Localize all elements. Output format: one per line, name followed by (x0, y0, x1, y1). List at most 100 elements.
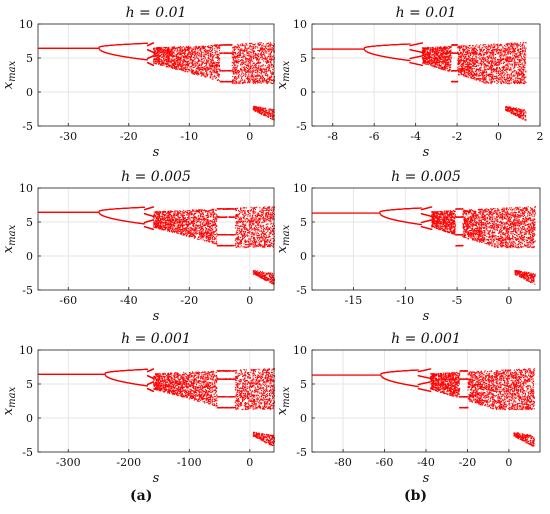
data-point (165, 52, 167, 54)
data-point (438, 66, 440, 68)
data-point (204, 45, 206, 48)
data-point (207, 68, 210, 70)
data-point (201, 64, 203, 66)
data-point (223, 70, 225, 72)
data-point (174, 47, 176, 50)
data-point (254, 64, 256, 66)
data-point (161, 46, 163, 48)
data-point (193, 64, 195, 66)
data-point (234, 55, 236, 57)
data-point (257, 70, 259, 72)
data-point (241, 83, 243, 85)
data-point (502, 65, 504, 67)
data-point (253, 53, 255, 55)
data-point (162, 49, 164, 51)
data-point (237, 76, 239, 78)
data-point (515, 55, 517, 57)
data-point (173, 62, 175, 64)
data-point (236, 82, 238, 84)
data-point (259, 69, 261, 72)
data-point (263, 45, 265, 47)
data-point (448, 58, 450, 60)
data-point (198, 72, 200, 74)
data-point (252, 82, 254, 84)
data-point (202, 66, 204, 68)
data-point (260, 49, 262, 51)
data-point (169, 54, 171, 56)
data-point (190, 68, 192, 70)
data-point (272, 108, 274, 110)
data-point (251, 72, 253, 74)
data-point (484, 57, 486, 59)
data-point (264, 108, 266, 110)
data-point (269, 110, 271, 112)
data-point (196, 48, 199, 50)
data-point (207, 52, 209, 54)
data-point (160, 62, 162, 64)
data-point (207, 58, 209, 60)
data-point (200, 68, 202, 70)
data-point (197, 74, 199, 76)
data-point (235, 77, 237, 79)
data-point (272, 79, 274, 81)
data-point (180, 64, 182, 66)
data-point (164, 62, 166, 64)
data-point (271, 72, 273, 75)
data-point (485, 81, 487, 83)
data-point (210, 55, 212, 57)
data-point (185, 61, 187, 63)
data-point (240, 75, 242, 77)
data-point (229, 70, 231, 72)
data-point (195, 45, 197, 47)
data-point (493, 71, 495, 73)
data-point (236, 77, 238, 80)
data-point (191, 48, 193, 50)
data-point (214, 71, 216, 73)
data-point (257, 111, 259, 113)
data-point (155, 62, 157, 64)
data-point (476, 69, 478, 71)
data-point (254, 106, 256, 108)
data-point (268, 48, 270, 51)
data-point (205, 62, 207, 65)
data-point (251, 74, 253, 76)
data-point (211, 65, 213, 68)
data-point (247, 52, 249, 54)
data-point (481, 69, 483, 71)
data-point (235, 46, 237, 48)
data-point (195, 46, 197, 48)
data-point (508, 73, 510, 75)
data-point (263, 71, 265, 74)
data-point (213, 70, 215, 72)
data-point (173, 47, 176, 49)
data-point (174, 46, 176, 48)
data-point (211, 47, 213, 49)
data-point (162, 51, 164, 53)
data-point (232, 75, 234, 78)
data-point (243, 50, 245, 52)
data-point (254, 78, 256, 80)
data-point (181, 50, 184, 52)
data-point (212, 68, 214, 70)
data-point (267, 116, 270, 118)
data-point (205, 70, 207, 72)
data-point (194, 47, 196, 50)
data-point (228, 70, 230, 72)
data-point (513, 58, 515, 60)
data-point (212, 46, 214, 48)
data-point (172, 52, 174, 54)
x-tick-label: -30 (59, 130, 77, 143)
data-point (483, 46, 485, 48)
data-point (231, 52, 233, 54)
data-point (185, 49, 187, 51)
data-point (270, 65, 272, 67)
data-point (267, 111, 269, 113)
data-point (217, 65, 219, 67)
data-point (258, 50, 260, 52)
data-point (158, 59, 161, 61)
data-point (270, 63, 272, 65)
data-point (217, 74, 220, 76)
data-point (504, 69, 506, 71)
data-point (258, 71, 260, 74)
data-point (248, 78, 250, 80)
